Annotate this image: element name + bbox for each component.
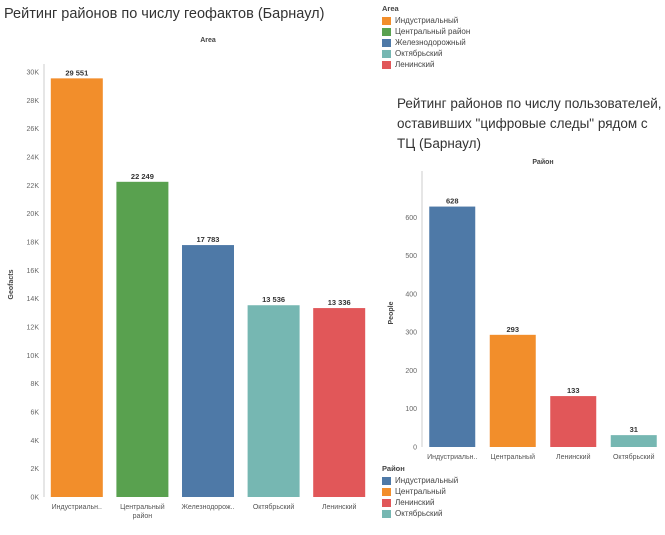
chart1-y-tick-label: 2K <box>30 466 39 473</box>
chart2-bar <box>550 396 597 447</box>
chart2-x-tick-label: Ленинский <box>556 453 591 461</box>
chart1-svg: Area Geofacts 0K 2K 4K 6K 8K 10K 12K 14K 16K 18K 20K… <box>8 37 366 520</box>
chart1-legend-swatch <box>382 27 391 36</box>
chart1-y-tick-label: 10K <box>27 353 40 360</box>
chart1-y-axis-label: Geofacts <box>8 269 15 299</box>
chart2-bar <box>610 435 657 447</box>
chart1-y-tick-label: 30K <box>27 70 40 77</box>
chart1-legend-item: Октябрьский <box>382 48 470 59</box>
chart1-y-tick-label: 24K <box>27 155 40 162</box>
chart1-bar <box>182 245 234 497</box>
chart2-y-tick-label: 0 <box>413 445 417 452</box>
chart2-value-label: 628 <box>446 197 459 206</box>
chart1-y-tick-label: 14K <box>27 296 40 303</box>
chart2-legend: Район Индустриальный Центральный Ленинский… <box>382 464 458 519</box>
chart2-y-tick-label: 200 <box>405 368 417 375</box>
chart2-legend-swatch <box>382 509 391 518</box>
chart2-legend-item: Центральный <box>382 486 458 497</box>
chart2-title: Рейтинг районов по числу пользователей, … <box>397 96 662 151</box>
chart1-x-tick-label: Октябрьский <box>253 503 295 511</box>
chart1-legend-label: Индустриальный <box>395 16 459 25</box>
chart1-legend-swatch <box>382 49 391 58</box>
chart2-bar <box>429 206 476 447</box>
chart2-value-label: 133 <box>567 386 580 395</box>
chart2-legend-swatch <box>382 487 391 496</box>
chart1-x-tick-label: Центральный <box>120 503 165 511</box>
chart1-y-tick-label: 8K <box>30 381 39 388</box>
chart1-x-tick-label: Железнодорож.. <box>182 504 235 511</box>
chart1-value-label: 29 551 <box>65 68 88 77</box>
chart1-legend-swatch <box>382 38 391 47</box>
chart1-legend-label: Железнодорожный <box>395 38 466 47</box>
chart2-y-tick-label: 600 <box>405 215 417 222</box>
chart1-legend: Area Индустриальный Центральный район Желе… <box>382 4 470 70</box>
chart2-y-tick-label: 300 <box>405 330 417 337</box>
chart1-header: Area <box>200 37 216 44</box>
chart1-y-tick-label: 0K <box>30 495 39 502</box>
chart1-bar <box>313 308 366 497</box>
chart1-legend-item: Индустриальный <box>382 15 470 26</box>
chart2-header: Район <box>532 158 553 166</box>
chart1-value-label: 22 249 <box>131 172 154 181</box>
chart1-x-tick-label: район <box>133 512 153 520</box>
chart2-legend-label: Ленинский <box>395 498 435 507</box>
chart2-svg: Район People 0 100 200 300 400 500 600 628 Индустр… <box>388 158 657 461</box>
chart1-legend-title: Area <box>382 4 399 13</box>
chart2-bar <box>489 334 536 447</box>
chart2-legend-label: Октябрьский <box>395 509 443 518</box>
chart2-value-label: 31 <box>630 425 638 434</box>
chart2-x-tick-label: Индустриальн.. <box>427 454 477 461</box>
chart2-x-tick-label: Центральный <box>491 453 536 461</box>
chart2-y-tick-label: 500 <box>405 253 417 260</box>
chart2-y-tick-label: 400 <box>405 291 417 298</box>
chart2-legend-label: Центральный <box>395 487 446 496</box>
chart1-y-tick-label: 28K <box>27 98 40 105</box>
chart1-value-label: 13 336 <box>328 298 351 307</box>
chart1-y-tick-label: 22K <box>27 183 40 190</box>
chart1-legend-swatch <box>382 16 391 25</box>
chart1-legend-label: Ленинский <box>395 60 435 69</box>
chart1-bar <box>116 181 169 497</box>
chart1-y-tick-label: 4K <box>30 438 39 445</box>
chart2-legend-label: Индустриальный <box>395 476 459 485</box>
chart1-y-tick-label: 16K <box>27 268 40 275</box>
chart2-x-tick-label: Октябрьский <box>613 453 655 461</box>
chart1-x-tick-label: Ленинский <box>322 503 357 511</box>
chart1-bar <box>50 78 103 497</box>
chart1-value-label: 17 783 <box>197 235 220 244</box>
chart2-legend-item: Ленинский <box>382 497 458 508</box>
chart2-legend-title: Район <box>382 464 405 473</box>
chart1-title: Рейтинг районов по числу геофактов (Барн… <box>4 6 325 22</box>
chart1-value-label: 13 536 <box>262 295 285 304</box>
chart1-y-tick-label: 18K <box>27 240 40 247</box>
chart2-y-tick-label: 100 <box>405 406 417 413</box>
chart2-legend-swatch <box>382 476 391 485</box>
chart1-legend-label: Октябрьский <box>395 49 443 58</box>
chart1-legend-swatch <box>382 60 391 69</box>
chart1-bar <box>247 305 300 497</box>
chart1-y-tick-label: 6K <box>30 410 39 417</box>
chart1-legend-item: Ленинский <box>382 59 470 70</box>
chart1-legend-item: Железнодорожный <box>382 37 470 48</box>
chart2-legend-item: Индустриальный <box>382 475 458 486</box>
chart1-y-tick-label: 12K <box>27 325 40 332</box>
chart2-y-axis-label: People <box>388 301 395 324</box>
chart1-y-tick-label: 20K <box>27 211 40 218</box>
chart2-value-label: 293 <box>506 325 519 334</box>
chart1-y-tick-label: 26K <box>27 126 40 133</box>
chart2-legend-item: Октябрьский <box>382 508 458 519</box>
chart2-legend-swatch <box>382 498 391 507</box>
chart1-x-tick-label: Индустриальн.. <box>52 504 102 511</box>
chart1-legend-label: Центральный район <box>395 27 471 36</box>
chart1-legend-item: Центральный район <box>382 26 470 37</box>
